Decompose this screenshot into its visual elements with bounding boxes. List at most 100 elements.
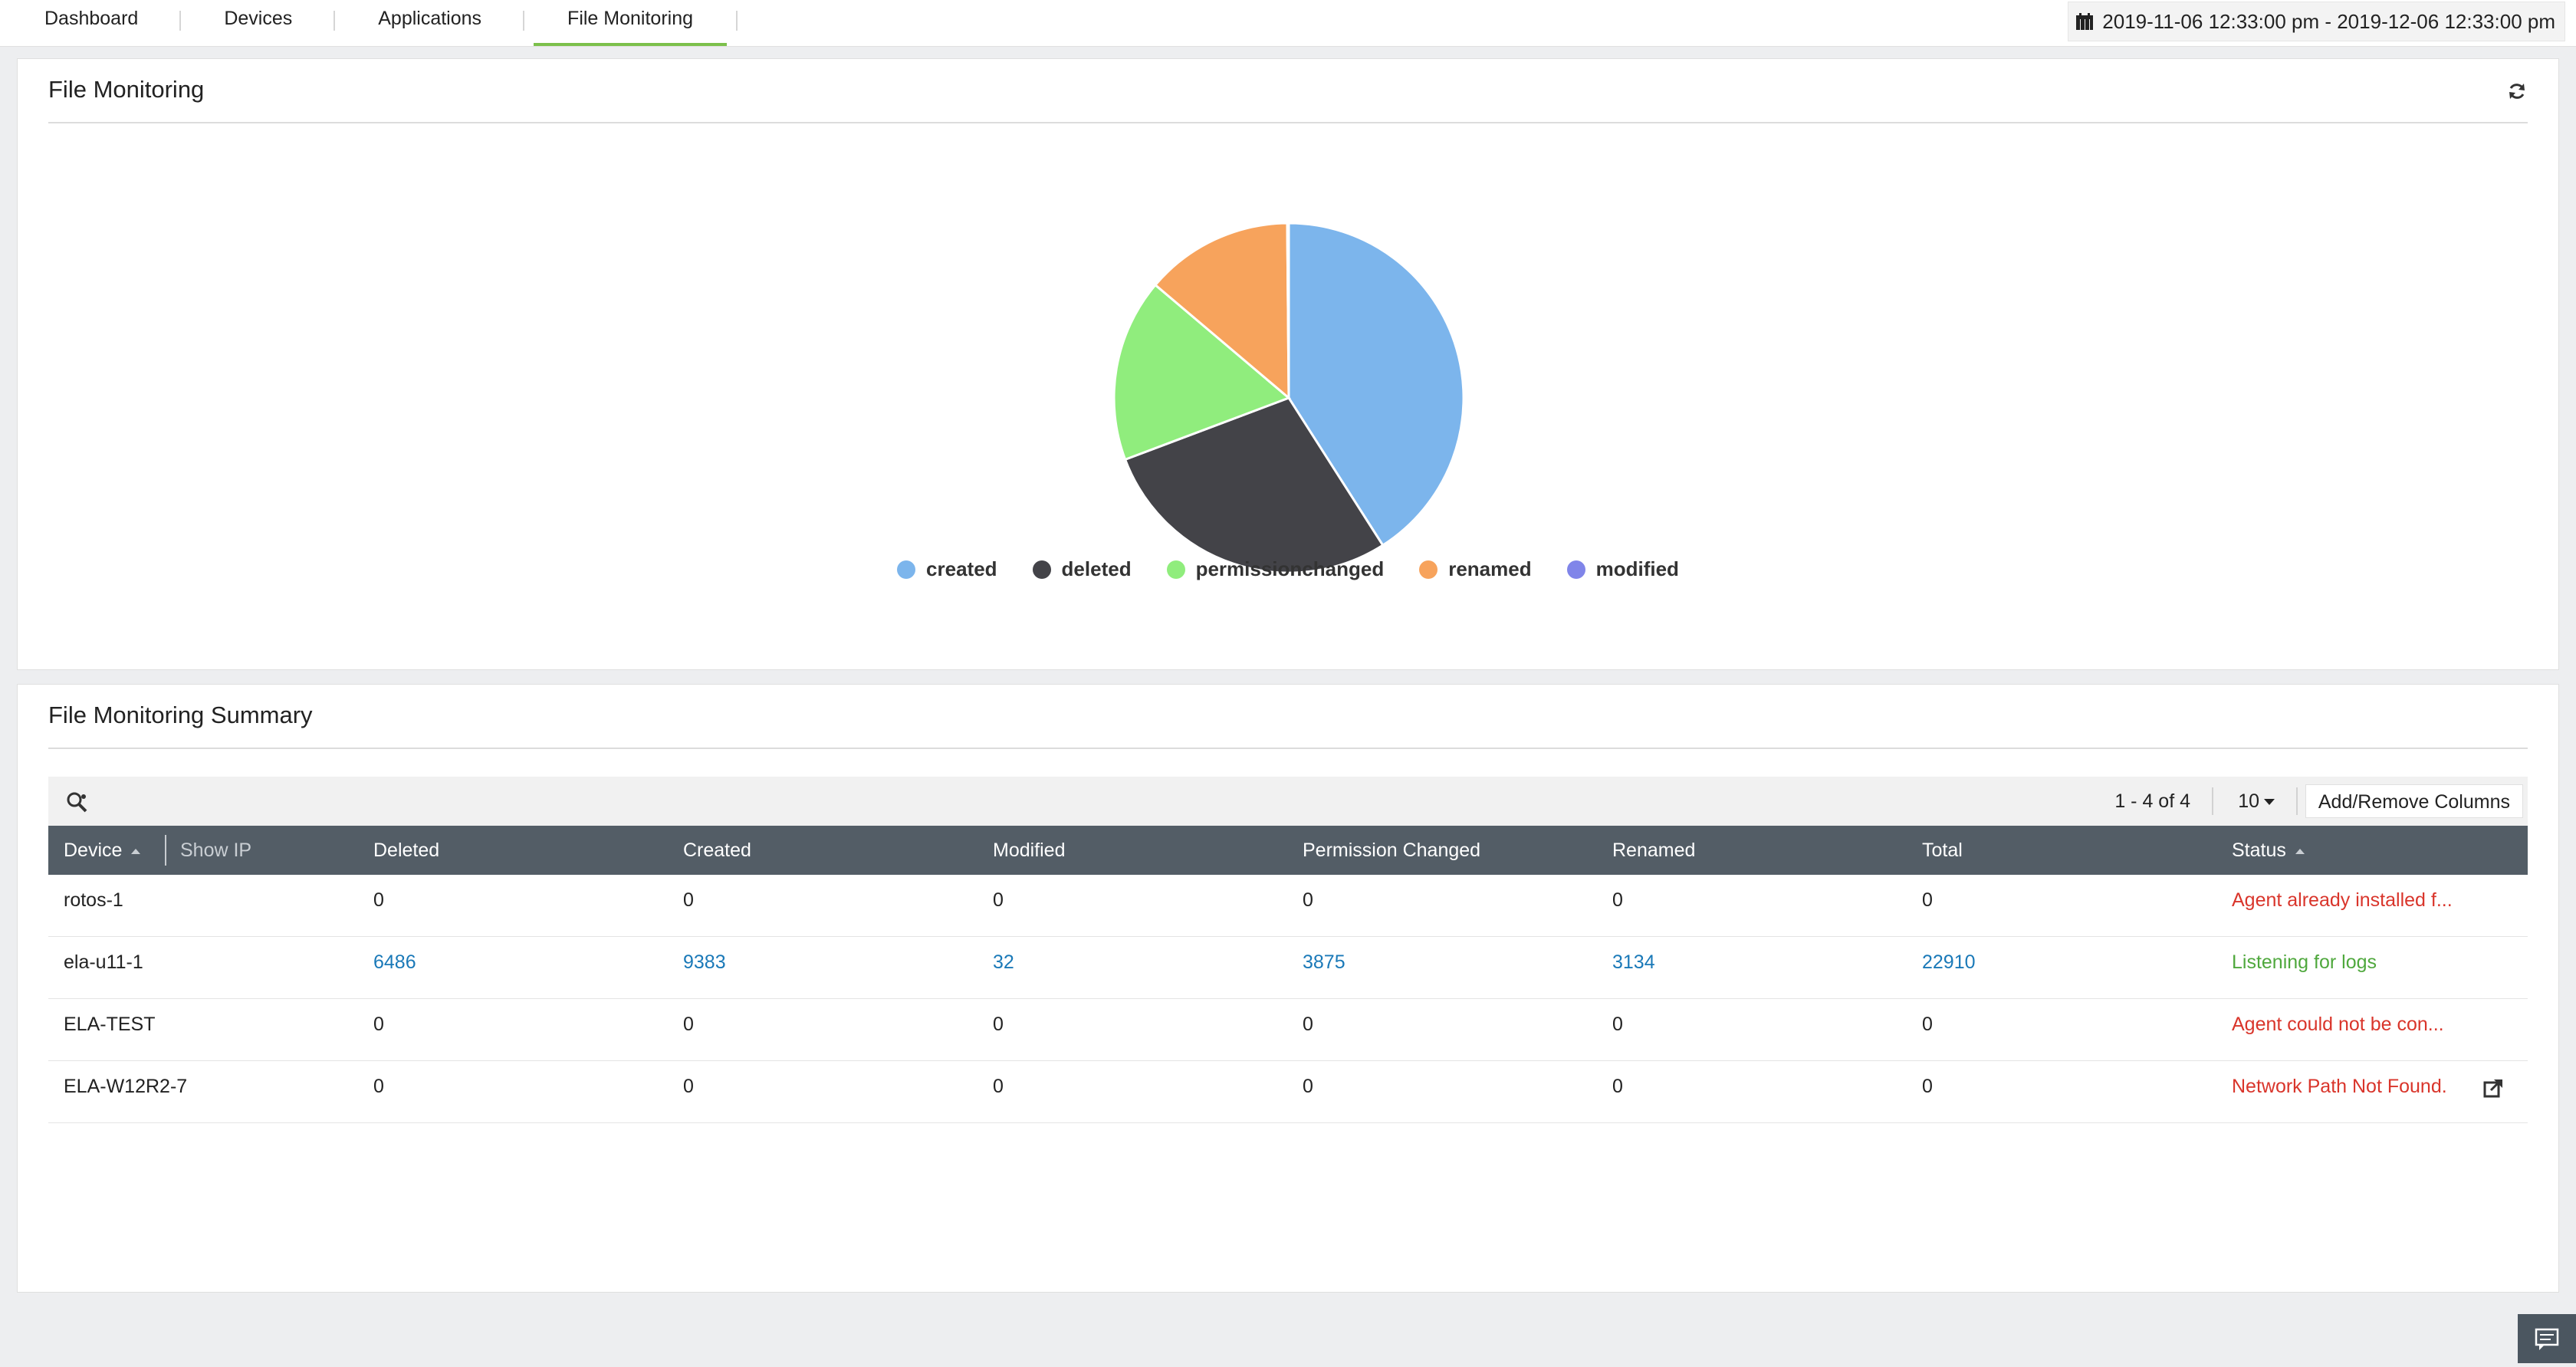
sort-ascending-icon: [131, 848, 141, 854]
chevron-down-icon: [2264, 799, 2275, 806]
tab-file-monitoring[interactable]: File Monitoring: [534, 0, 727, 46]
cell-modified-link[interactable]: 32: [993, 951, 1014, 973]
date-range-picker[interactable]: 2019-11-06 12:33:00 pm - 2019-12-06 12:3…: [2068, 2, 2565, 41]
tab-devices[interactable]: Devices: [181, 0, 334, 46]
tab-label: File Monitoring: [567, 8, 693, 29]
legend-item-created[interactable]: created: [897, 557, 997, 581]
cell-device: ela-u11-1: [64, 951, 143, 973]
cell-modified: 0: [993, 1076, 1004, 1097]
table-toolbar: 1 - 4 of 4 10 Add/Remove Columns: [48, 777, 2528, 826]
cell-total: 0: [1922, 1076, 1933, 1097]
per-page-value: 10: [2238, 790, 2259, 812]
table-row: ELA-TEST 0 0 0 0 0 0 Agent could not be …: [48, 999, 2528, 1061]
cell-total: 0: [1922, 889, 1933, 911]
tab-label: Dashboard: [44, 8, 139, 29]
cell-permission-changed-link[interactable]: 3875: [1303, 951, 1346, 973]
search-icon[interactable]: [65, 790, 88, 813]
cell-status[interactable]: Agent could not be con...: [2232, 1014, 2444, 1035]
cell-renamed: 0: [1612, 1014, 1623, 1035]
pagination-info: 1 - 4 of 4: [2114, 790, 2190, 812]
refresh-icon[interactable]: [2506, 81, 2528, 102]
file-monitoring-chart-panel: File Monitoring created deleted permission…: [17, 58, 2559, 670]
legend-dot-icon: [1566, 560, 1585, 579]
cell-total: 0: [1922, 1014, 1933, 1035]
pie-slice-renamed[interactable]: [1153, 222, 1290, 401]
cell-total-link[interactable]: 22910: [1922, 951, 1976, 973]
tab-dashboard[interactable]: Dashboard: [11, 0, 179, 46]
external-link-icon[interactable]: [2483, 1078, 2503, 1098]
cell-permission-changed: 0: [1303, 1076, 1313, 1097]
file-monitoring-summary-panel: File Monitoring Summary 1 - 4 of 4 10 Ad…: [17, 684, 2559, 1293]
chat-icon: [2535, 1328, 2559, 1350]
show-ip-toggle[interactable]: Show IP: [180, 840, 252, 861]
panel-divider: [48, 122, 2528, 123]
legend-dot-icon: [1166, 560, 1185, 579]
cell-created: 0: [683, 889, 694, 911]
cell-status: Listening for logs: [2232, 951, 2377, 973]
legend-dot-icon: [897, 560, 916, 579]
pie-slice-modified[interactable]: [1286, 222, 1290, 399]
tab-separator: [334, 11, 336, 31]
pie-slice-permissionchanged[interactable]: [1112, 283, 1291, 462]
cell-modified: 0: [993, 889, 1004, 911]
cell-permission-changed: 0: [1303, 1014, 1313, 1035]
legend-label: created: [926, 557, 997, 580]
cell-deleted-link[interactable]: 6486: [373, 951, 416, 973]
sort-ascending-icon: [2295, 848, 2305, 854]
pie-slice-deleted[interactable]: [1123, 396, 1385, 574]
header-divider: [165, 835, 166, 866]
calendar-icon: [2076, 13, 2094, 30]
tab-separator: [523, 11, 525, 31]
tab-applications[interactable]: Applications: [335, 0, 523, 46]
column-header-deleted[interactable]: Deleted: [373, 840, 440, 861]
column-header-device[interactable]: Device: [64, 826, 141, 875]
column-header-renamed[interactable]: Renamed: [1612, 840, 1696, 861]
cell-deleted: 0: [373, 1076, 384, 1097]
date-range-text: 2019-11-06 12:33:00 pm - 2019-12-06 12:3…: [2102, 9, 2555, 33]
legend-item-modified[interactable]: modified: [1566, 557, 1679, 581]
legend-label: permissionchanged: [1195, 557, 1385, 580]
cell-device: rotos-1: [64, 889, 123, 911]
legend-label: modified: [1595, 557, 1679, 580]
legend-label: deleted: [1061, 557, 1132, 580]
legend-item-renamed[interactable]: renamed: [1419, 557, 1532, 581]
cell-renamed: 0: [1612, 1076, 1623, 1097]
per-page-select[interactable]: 10: [2238, 777, 2275, 826]
cell-renamed: 0: [1612, 889, 1623, 911]
chat-button[interactable]: [2518, 1314, 2576, 1363]
column-label: Device: [64, 840, 123, 861]
tab-label: Devices: [224, 8, 293, 29]
summary-table: Device Show IP Deleted Created Modified …: [48, 826, 2528, 1123]
cell-permission-changed: 0: [1303, 889, 1313, 911]
tab-list: Dashboard Devices Applications File Moni…: [11, 0, 738, 46]
column-header-created[interactable]: Created: [683, 840, 751, 861]
add-remove-columns-button[interactable]: Add/Remove Columns: [2305, 784, 2523, 818]
column-header-modified[interactable]: Modified: [993, 840, 1066, 861]
legend-item-deleted[interactable]: deleted: [1032, 557, 1132, 581]
cell-device: ELA-TEST: [64, 1014, 156, 1035]
panel-divider: [48, 748, 2528, 749]
chart-legend: created deleted permissionchanged renamed mo…: [18, 557, 2558, 581]
column-header-total[interactable]: Total: [1922, 840, 1963, 861]
tab-separator: [179, 11, 182, 31]
legend-dot-icon: [1419, 560, 1438, 579]
cell-created: 0: [683, 1014, 694, 1035]
top-nav-bar: Dashboard Devices Applications File Moni…: [0, 0, 2576, 47]
cell-created-link[interactable]: 9383: [683, 951, 726, 973]
table-row: ELA-W12R2-7 0 0 0 0 0 0 Network Path Not…: [48, 1061, 2528, 1123]
column-header-status[interactable]: Status: [2232, 826, 2305, 875]
tab-label: Applications: [378, 8, 482, 29]
table-row: ela-u11-1 6486 9383 32 3875 3134 22910 L…: [48, 937, 2528, 999]
table-row: rotos-1 0 0 0 0 0 0 Agent already instal…: [48, 875, 2528, 937]
cell-device: ELA-W12R2-7: [64, 1076, 188, 1097]
panel-title: File Monitoring Summary: [48, 702, 313, 728]
cell-created: 0: [683, 1076, 694, 1097]
tab-separator: [736, 11, 738, 31]
cell-status[interactable]: Network Path Not Found.: [2232, 1076, 2447, 1097]
cell-renamed-link[interactable]: 3134: [1612, 951, 1655, 973]
panel-title: File Monitoring: [48, 76, 205, 103]
legend-item-permissionchanged[interactable]: permissionchanged: [1166, 557, 1385, 581]
toolbar-separator: [2296, 787, 2298, 815]
cell-status[interactable]: Agent already installed f...: [2232, 889, 2453, 911]
column-header-permission-changed[interactable]: Permission Changed: [1303, 840, 1481, 861]
